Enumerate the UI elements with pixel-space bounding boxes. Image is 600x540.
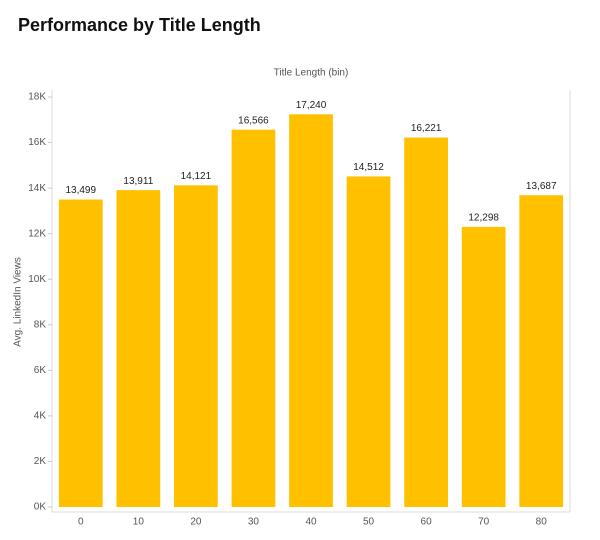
x-tick-label: 50 <box>363 517 375 528</box>
y-tick-label: 10K <box>28 274 46 285</box>
x-tick-label: 0 <box>78 517 84 528</box>
chart-title: Performance by Title Length <box>18 15 261 35</box>
value-label: 16,221 <box>411 123 442 134</box>
value-label: 13,687 <box>526 181 557 192</box>
y-tick-label: 14K <box>28 183 46 194</box>
value-label: 14,121 <box>181 171 212 182</box>
value-label: 13,911 <box>123 176 153 187</box>
y-tick-label: 18K <box>28 92 46 103</box>
x-tick-label: 10 <box>133 517 145 528</box>
x-axis-title: Title Length (bin) <box>274 68 349 79</box>
y-tick-label: 2K <box>34 456 47 467</box>
bar <box>519 195 564 508</box>
bar <box>461 226 506 507</box>
value-label: 17,240 <box>296 100 327 111</box>
y-tick-label: 6K <box>34 365 47 376</box>
bar <box>116 190 161 507</box>
x-tick-label: 60 <box>421 517 433 528</box>
bar <box>289 114 333 508</box>
y-tick-label: 16K <box>28 137 46 148</box>
bar <box>346 176 391 507</box>
value-label: 14,512 <box>353 162 384 173</box>
bar <box>174 185 218 508</box>
y-tick-label: 8K <box>34 319 47 330</box>
x-tick-label: 70 <box>478 517 490 528</box>
bar <box>404 137 448 507</box>
y-tick-label: 0K <box>34 502 47 513</box>
x-tick-label: 40 <box>305 517 317 528</box>
value-label: 16,566 <box>238 115 269 126</box>
bar <box>231 129 276 507</box>
value-label: 13,499 <box>65 185 96 196</box>
y-tick-label: 12K <box>28 228 46 239</box>
y-axis-title: Avg. LinkedIn Views <box>13 257 24 347</box>
value-label: 12,298 <box>468 213 499 224</box>
x-tick-label: 80 <box>536 517 548 528</box>
y-tick-label: 4K <box>34 411 47 422</box>
x-tick-label: 30 <box>248 517 260 528</box>
bar <box>58 199 103 508</box>
x-tick-label: 20 <box>190 517 202 528</box>
